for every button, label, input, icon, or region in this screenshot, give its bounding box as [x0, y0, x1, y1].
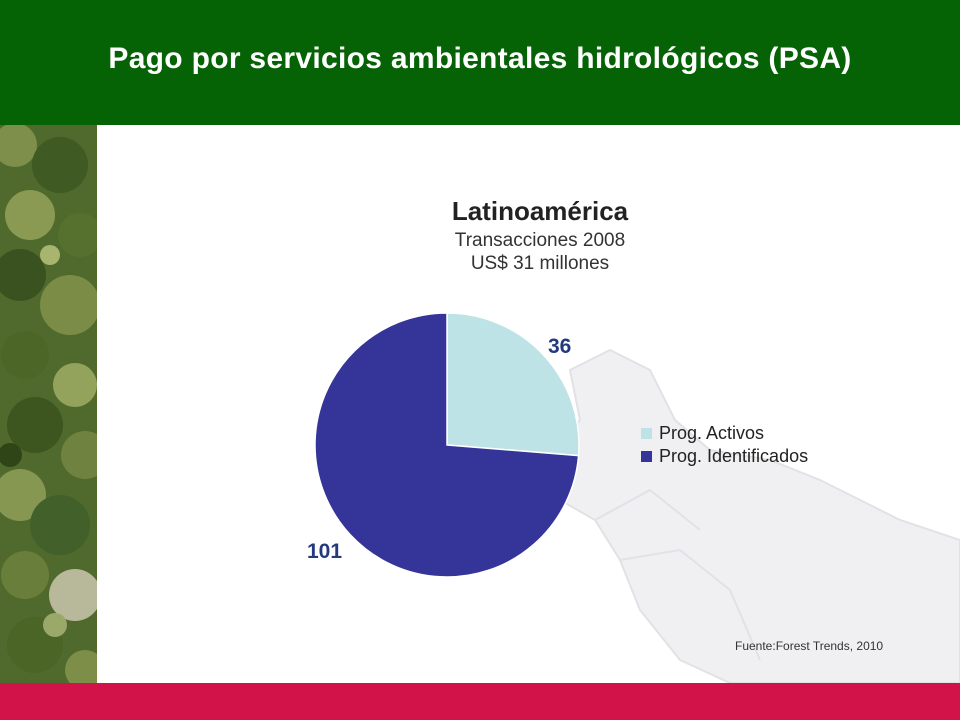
pie-slice-prog-identificados — [314, 312, 580, 578]
legend-swatch-identificados — [641, 451, 652, 462]
page-title: Pago por servicios ambientales hidrológi… — [108, 42, 852, 75]
legend-swatch-activos — [641, 428, 652, 439]
pie-slice-prog-activos — [446, 312, 580, 457]
forest-image — [0, 125, 97, 683]
chart-legend: Prog. Activos Prog. Identificados — [641, 422, 808, 468]
legend-label-identificados: Prog. Identificados — [659, 446, 809, 466]
footer-bar — [0, 683, 960, 720]
data-label-identificados: 101 — [307, 540, 343, 563]
legend-item-activos: Prog. Activos — [641, 422, 808, 445]
legend-item-identificados: Prog. Identificados — [641, 445, 808, 468]
data-label-activos: 36 — [548, 335, 572, 358]
chart-subtitle-2: US$ 31 millones — [470, 253, 610, 274]
header-bar: Pago por servicios ambientales hidrológi… — [0, 0, 960, 125]
chart-subtitle-1: Transacciones 2008 — [454, 230, 626, 251]
legend-label-activos: Prog. Activos — [659, 423, 765, 443]
chart-title: Latinoamérica — [451, 196, 629, 226]
source-citation: Fuente:Forest Trends, 2010 — [735, 639, 884, 653]
pie-chart — [314, 312, 580, 578]
